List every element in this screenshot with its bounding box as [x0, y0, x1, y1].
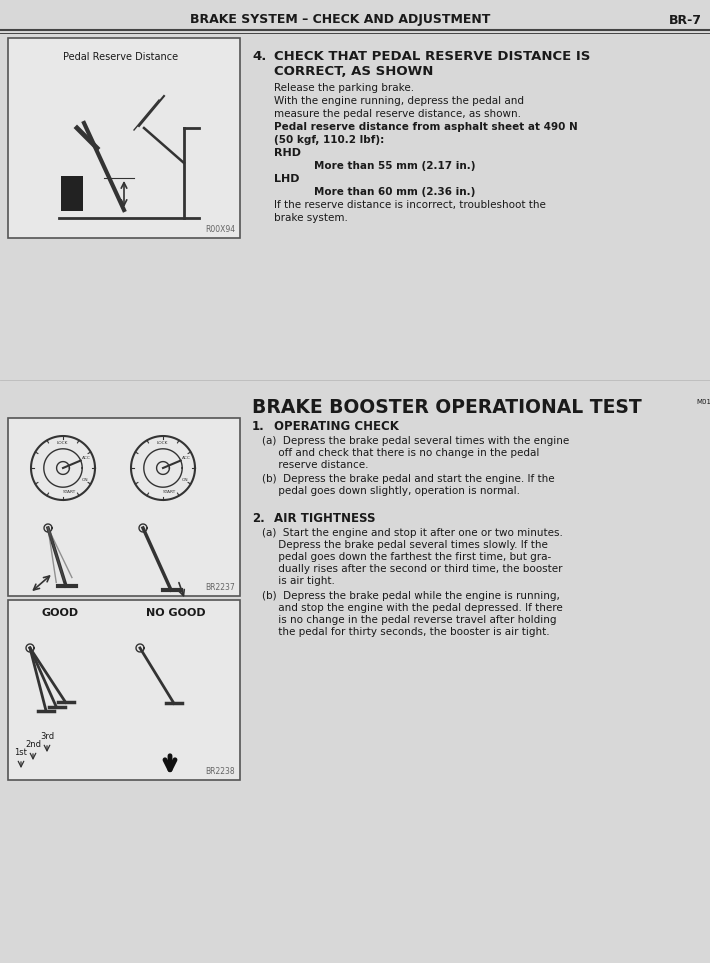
Text: is no change in the pedal reverse travel after holding: is no change in the pedal reverse travel…	[262, 615, 557, 625]
Text: NO GOOD: NO GOOD	[146, 608, 206, 618]
Text: (b)  Depress the brake pedal and start the engine. If the: (b) Depress the brake pedal and start th…	[262, 474, 555, 484]
Text: ON: ON	[182, 478, 188, 482]
Text: More than 55 mm (2.17 in.): More than 55 mm (2.17 in.)	[314, 161, 476, 171]
Text: RHD: RHD	[274, 148, 301, 158]
Text: LOCK: LOCK	[157, 441, 168, 445]
Text: GOOD: GOOD	[41, 608, 79, 618]
Text: OPERATING CHECK: OPERATING CHECK	[274, 420, 399, 433]
Text: LOCK: LOCK	[57, 441, 68, 445]
Text: (50 kgf, 110.2 lbf):: (50 kgf, 110.2 lbf):	[274, 135, 384, 145]
Text: (a)  Start the engine and stop it after one or two minutes.: (a) Start the engine and stop it after o…	[262, 528, 563, 538]
Text: Pedal reserve distance from asphalt sheet at 490 N: Pedal reserve distance from asphalt shee…	[274, 122, 578, 132]
Text: More than 60 mm (2.36 in.): More than 60 mm (2.36 in.)	[314, 187, 476, 197]
Text: CORRECT, AS SHOWN: CORRECT, AS SHOWN	[274, 65, 433, 78]
Text: 2.: 2.	[252, 512, 265, 525]
Text: BRAKE BOOSTER OPERATIONAL TEST: BRAKE BOOSTER OPERATIONAL TEST	[252, 398, 642, 417]
Text: Release the parking brake.: Release the parking brake.	[274, 83, 414, 93]
Text: Depress the brake pedal several times slowly. If the: Depress the brake pedal several times sl…	[262, 540, 548, 550]
Text: pedal goes down slightly, operation is normal.: pedal goes down slightly, operation is n…	[262, 486, 520, 496]
Text: (a)  Depress the brake pedal several times with the engine: (a) Depress the brake pedal several time…	[262, 436, 569, 446]
Text: is air tight.: is air tight.	[262, 576, 335, 586]
Text: 3rd: 3rd	[40, 732, 54, 741]
Text: START: START	[163, 490, 176, 494]
Text: 1st: 1st	[15, 748, 28, 757]
Bar	[61, 176, 83, 211]
Text: START: START	[63, 490, 76, 494]
Text: BR2238: BR2238	[205, 767, 235, 776]
Text: CHECK THAT PEDAL RESERVE DISTANCE IS: CHECK THAT PEDAL RESERVE DISTANCE IS	[274, 50, 591, 63]
Text: Pedal Reserve Distance: Pedal Reserve Distance	[63, 52, 178, 62]
Text: BR2237: BR2237	[205, 583, 235, 592]
Text: measure the pedal reserve distance, as shown.: measure the pedal reserve distance, as s…	[274, 109, 521, 119]
Text: dually rises after the second or third time, the booster: dually rises after the second or third t…	[262, 564, 562, 574]
Text: M018-01: M018-01	[696, 399, 710, 405]
Text: R00X94: R00X94	[205, 225, 235, 234]
Text: ACC: ACC	[82, 456, 90, 460]
Text: reserve distance.: reserve distance.	[262, 460, 368, 470]
Text: 1.: 1.	[252, 420, 265, 433]
Text: BRAKE SYSTEM – CHECK AND ADJUSTMENT: BRAKE SYSTEM – CHECK AND ADJUSTMENT	[190, 13, 490, 27]
Text: 4.: 4.	[252, 50, 266, 63]
Text: If the reserve distance is incorrect, troubleshoot the: If the reserve distance is incorrect, tr…	[274, 200, 546, 210]
Text: ON: ON	[82, 478, 88, 482]
Text: off and check that there is no change in the pedal: off and check that there is no change in…	[262, 448, 540, 458]
Bar	[8, 600, 240, 780]
Text: brake system.: brake system.	[274, 213, 348, 223]
Text: the pedal for thirty seconds, the booster is air tight.: the pedal for thirty seconds, the booste…	[262, 627, 550, 637]
Text: pedal goes down the farthest the first time, but gra-: pedal goes down the farthest the first t…	[262, 552, 551, 562]
Text: LHD: LHD	[274, 174, 300, 184]
Text: AIR TIGHTNESS: AIR TIGHTNESS	[274, 512, 376, 525]
Bar	[8, 418, 240, 596]
Text: and stop the engine with the pedal depressed. If there: and stop the engine with the pedal depre…	[262, 603, 563, 613]
Text: 2nd: 2nd	[25, 740, 41, 749]
Text: ACC: ACC	[182, 456, 190, 460]
Text: With the engine running, depress the pedal and: With the engine running, depress the ped…	[274, 96, 524, 106]
Text: (b)  Depress the brake pedal while the engine is running,: (b) Depress the brake pedal while the en…	[262, 591, 560, 601]
Text: BR-7: BR-7	[669, 13, 702, 27]
Bar	[8, 38, 240, 238]
